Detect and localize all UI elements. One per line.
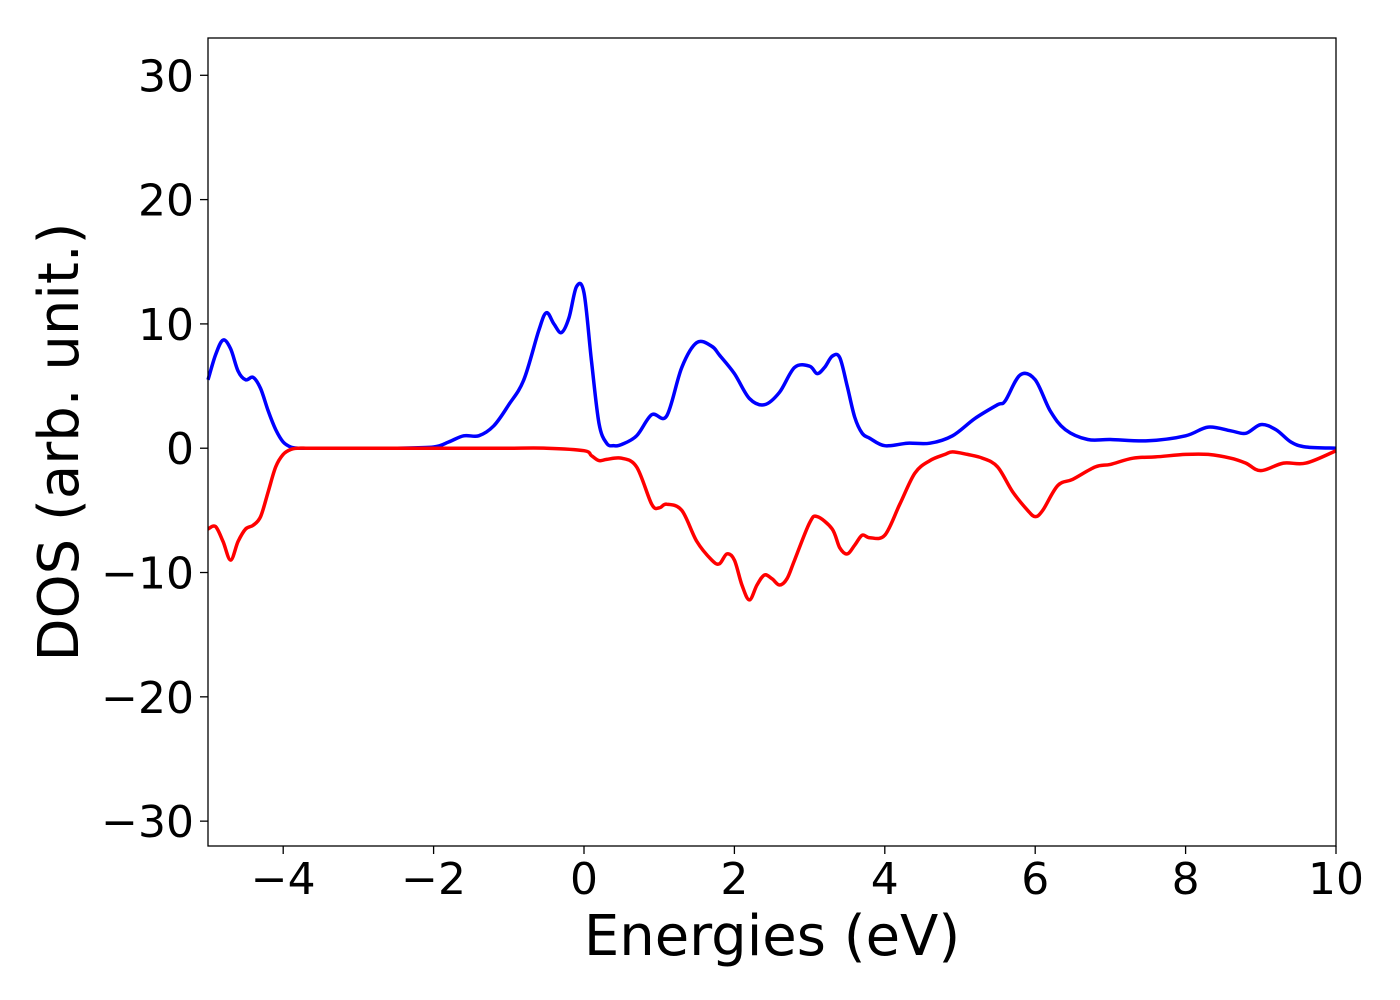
y-tick-label: 20 [138, 176, 194, 227]
x-tick-label: −4 [251, 854, 316, 905]
x-tick-label: 0 [570, 854, 598, 905]
y-tick-label: −20 [101, 673, 194, 724]
y-tick-label: −10 [101, 549, 194, 600]
x-tick-label: 8 [1172, 854, 1200, 905]
series-layer [206, 281, 1337, 602]
x-tick-label: −2 [401, 854, 466, 905]
series-line-1 [207, 446, 1337, 602]
x-ticks: −4 −2 0 2 4 6 8 10 [251, 846, 1364, 905]
y-tick-label: −30 [101, 797, 194, 848]
x-tick-label: 6 [1021, 854, 1049, 905]
y-tick-label: 10 [138, 300, 194, 351]
y-ticks: −30 −20 −10 0 10 20 30 [101, 51, 208, 848]
y-tick-label: 0 [166, 424, 194, 475]
y-axis-label: DOS (arb. unit.) [27, 222, 92, 661]
y-tick-label: 30 [138, 51, 194, 102]
x-tick-label: 2 [720, 854, 748, 905]
x-tick-label: 10 [1308, 854, 1364, 905]
x-tick-label: 4 [871, 854, 899, 905]
x-axis-label: Energies (eV) [584, 904, 960, 969]
plot-area [208, 38, 1336, 846]
plot-frame [207, 37, 1337, 847]
